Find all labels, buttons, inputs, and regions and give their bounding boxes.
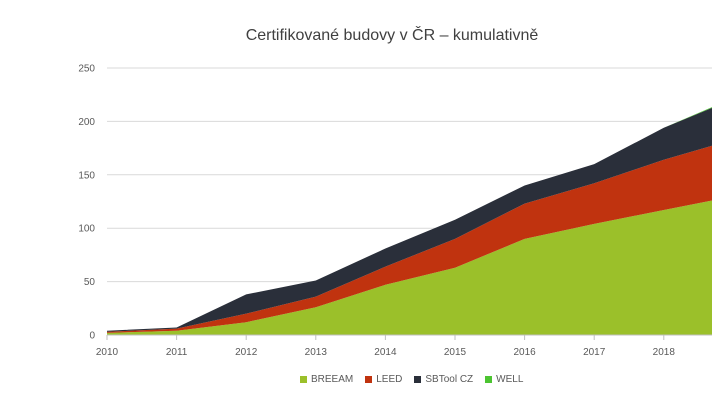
x-tick-label: 2017 bbox=[583, 347, 606, 358]
area-leed bbox=[107, 145, 712, 333]
legend-swatch bbox=[365, 376, 373, 383]
legend-swatch bbox=[485, 376, 493, 383]
legend-item-breeam: BREEAM bbox=[300, 374, 353, 385]
x-tick-label: 2010 bbox=[96, 347, 119, 358]
y-tick-label: 150 bbox=[78, 170, 95, 181]
y-tick-label: 0 bbox=[89, 331, 95, 342]
legend-item-leed: LEED bbox=[365, 374, 402, 385]
x-tick-label: 2015 bbox=[444, 347, 467, 358]
x-tick-label: 2016 bbox=[513, 347, 536, 358]
area-breeam bbox=[107, 200, 712, 335]
x-tick-label: 2012 bbox=[235, 347, 258, 358]
x-tick-label: 2011 bbox=[166, 347, 188, 358]
y-tick-label: 100 bbox=[78, 224, 95, 235]
x-tick-label: 2014 bbox=[374, 347, 397, 358]
x-tick-label: 2013 bbox=[305, 347, 328, 358]
y-tick-label: 200 bbox=[78, 117, 95, 128]
legend-label: SBTool CZ bbox=[425, 374, 474, 385]
x-tick-label: 2018 bbox=[653, 347, 676, 358]
chart-legend: BREEAM LEED SBTool CZ WELL bbox=[300, 374, 523, 385]
legend-label: WELL bbox=[496, 374, 524, 385]
legend-item-well: WELL bbox=[485, 374, 523, 385]
legend-item-sbtool-cz: SBTool CZ bbox=[414, 374, 473, 385]
y-tick-label: 250 bbox=[78, 64, 95, 75]
y-tick-label: 50 bbox=[84, 277, 96, 288]
legend-swatch bbox=[414, 376, 422, 383]
legend-swatch bbox=[300, 376, 307, 383]
legend-label: BREEAM bbox=[311, 374, 354, 385]
chart-title: Certifikované budovy v ČR – kumulativně bbox=[245, 27, 539, 44]
legend-label: LEED bbox=[376, 374, 403, 385]
